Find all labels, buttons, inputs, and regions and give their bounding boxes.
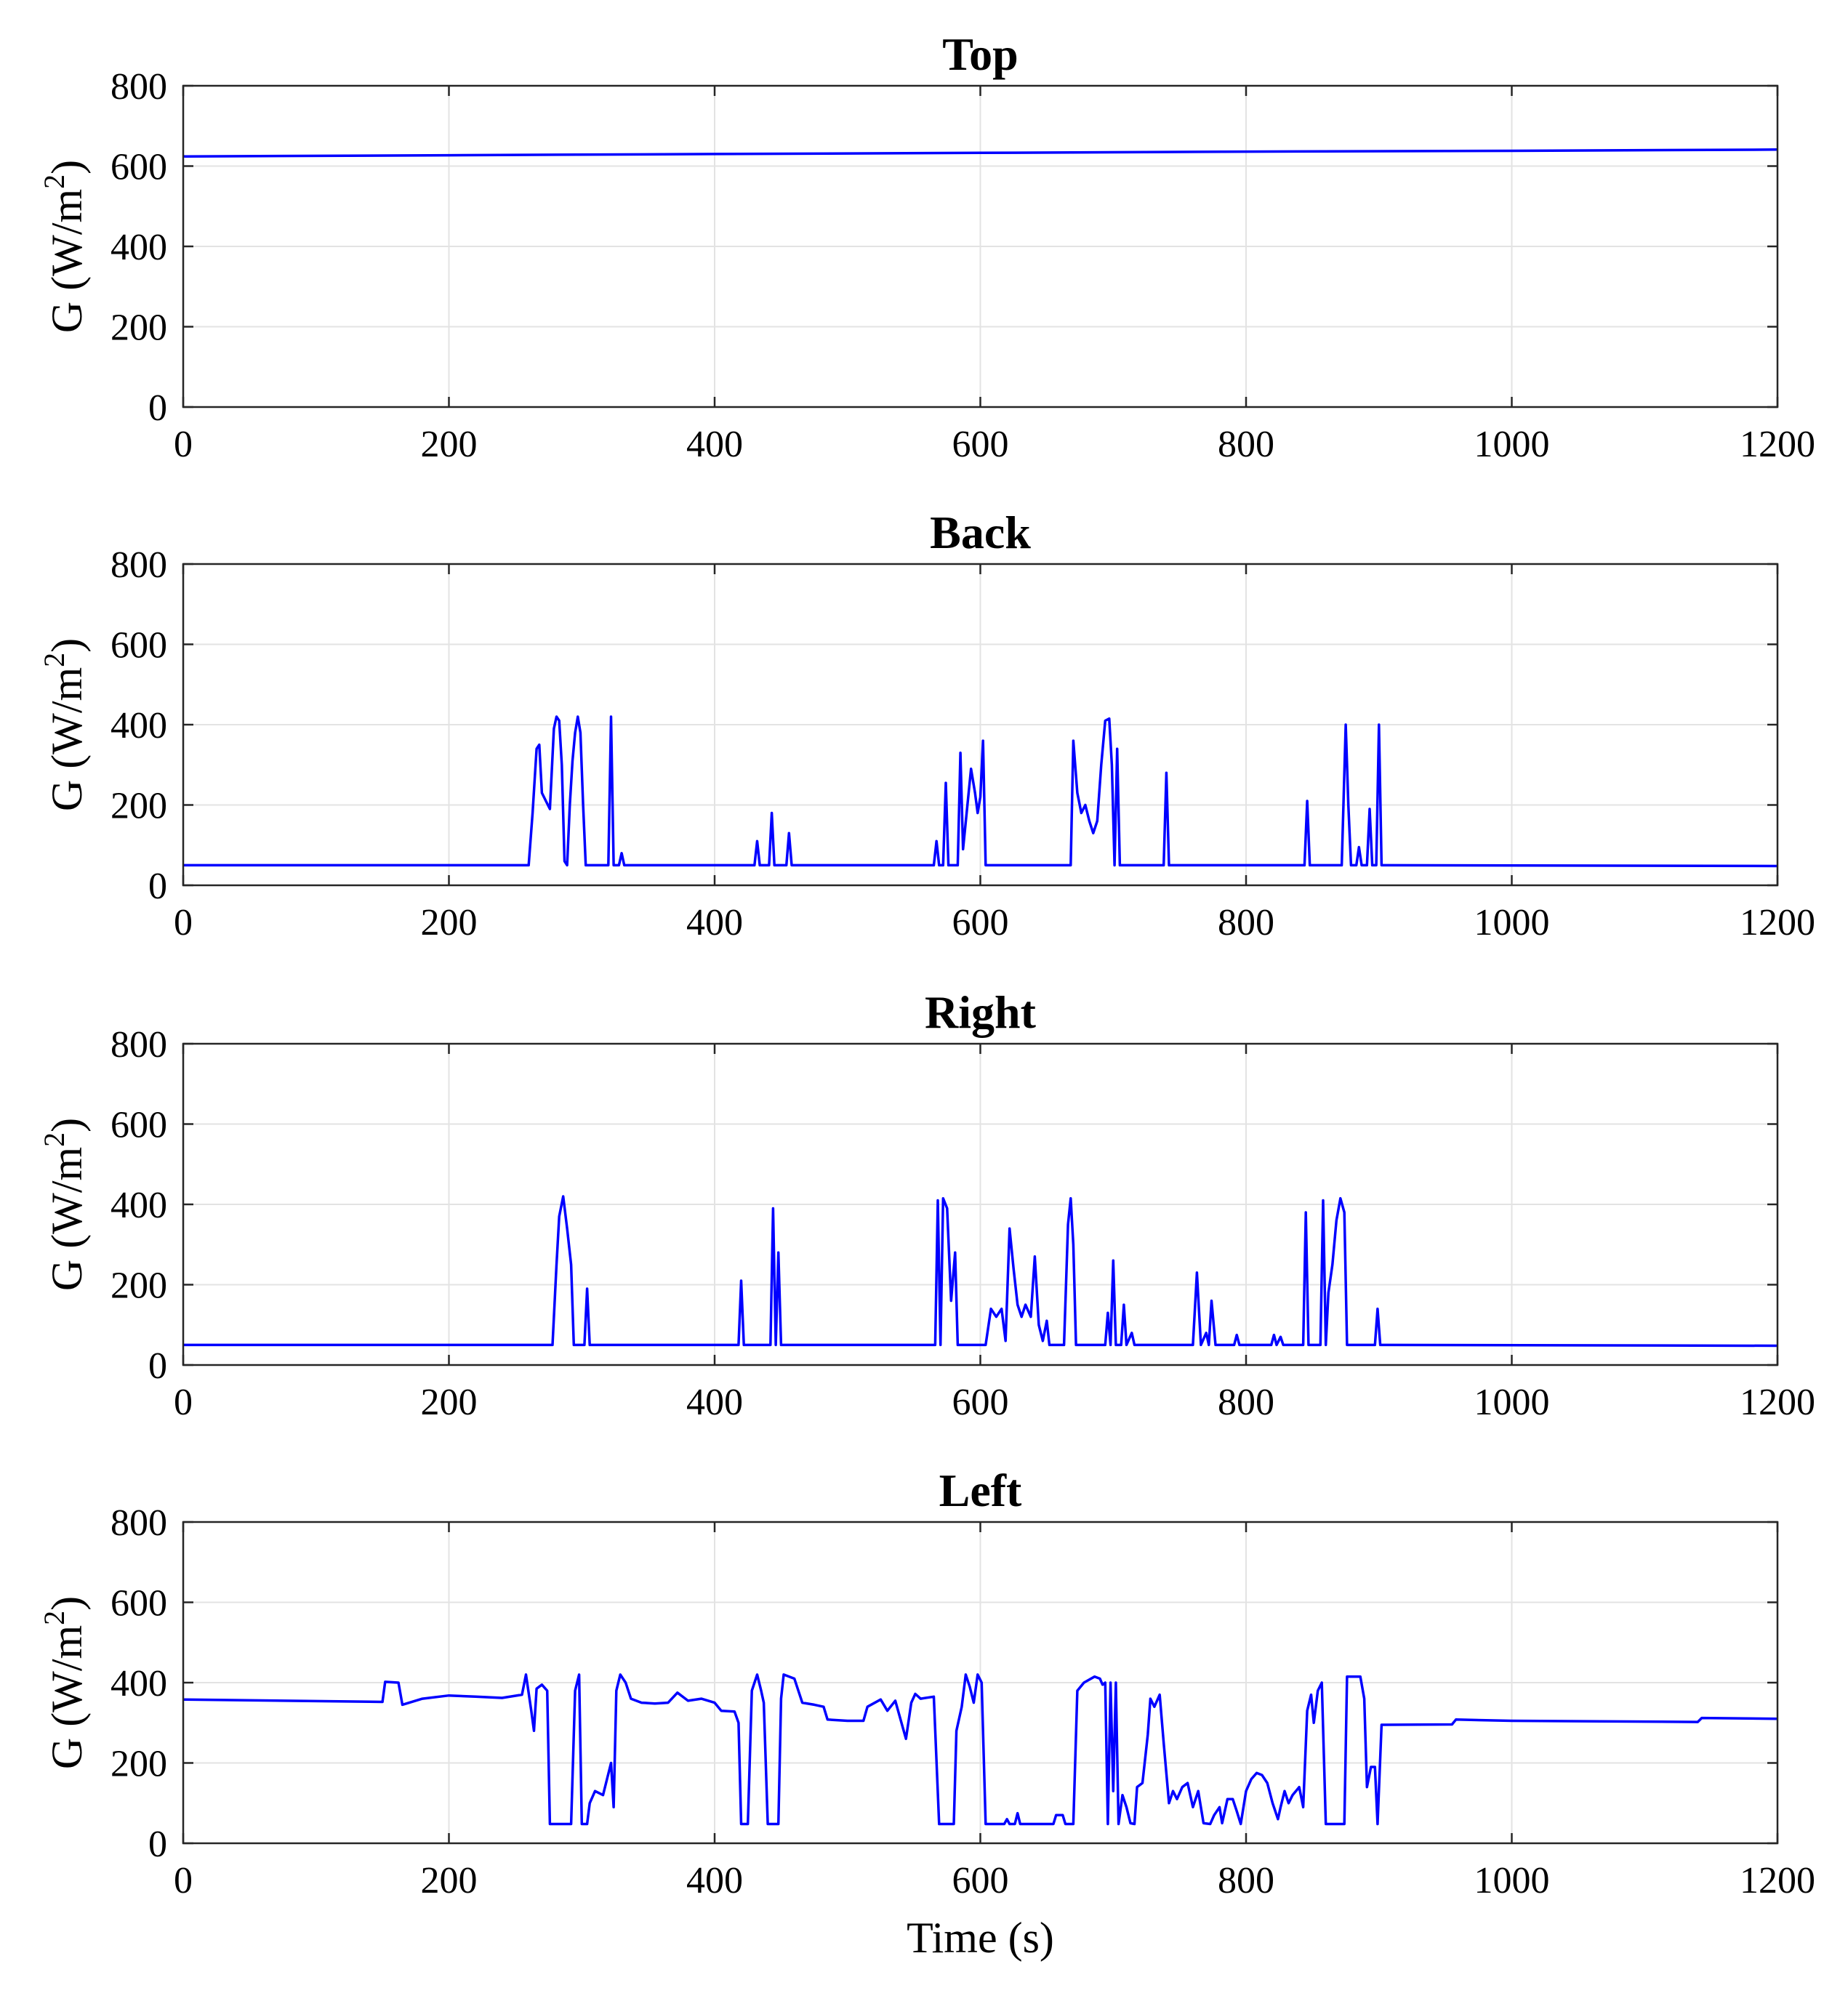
y-axis-label: G (W/m2) xyxy=(38,638,91,811)
y-tick-label: 800 xyxy=(111,1502,167,1544)
x-tick-label: 800 xyxy=(1218,1382,1274,1423)
panel-left: 0 200 400 600 800 1000 1200 0 200 400 600 800 Left G … xyxy=(38,1465,1815,1962)
x-tick-label: 1200 xyxy=(1740,902,1815,943)
y-tick-label: 200 xyxy=(111,1744,167,1785)
x-tick-label: 800 xyxy=(1218,902,1274,943)
x-tick-label: 200 xyxy=(421,1382,478,1423)
series-line-top xyxy=(182,148,1778,158)
x-tick-label: 0 xyxy=(174,424,193,465)
y-tick-label: 800 xyxy=(111,544,167,586)
x-tick-label: 1000 xyxy=(1474,1860,1550,1901)
x-tick-label: 1000 xyxy=(1474,902,1550,943)
x-tick-label: 400 xyxy=(686,1860,743,1901)
y-tick-label: 400 xyxy=(111,227,167,268)
x-tick-label: 1000 xyxy=(1474,424,1550,465)
x-tick-label: 400 xyxy=(686,424,743,465)
y-axis-label: G (W/m2) xyxy=(38,1118,91,1291)
x-tick-label: 600 xyxy=(952,1860,1009,1901)
y-tick-label: 600 xyxy=(111,147,167,188)
x-tick-label: 1200 xyxy=(1740,424,1815,465)
series-line-left xyxy=(182,1673,1778,1826)
x-tick-label: 600 xyxy=(952,1382,1009,1423)
panel-title: Top xyxy=(942,28,1018,80)
x-tick-label: 200 xyxy=(421,424,478,465)
panel-back: 0 200 400 600 800 1000 1200 0 200 400 600 800 Back G … xyxy=(38,507,1815,943)
x-tick-label: 600 xyxy=(952,424,1009,465)
series-line-right xyxy=(183,1195,1778,1348)
x-axis-label: Time (s) xyxy=(907,1914,1054,1962)
y-tick-label: 0 xyxy=(148,387,167,429)
x-tick-label: 0 xyxy=(174,1382,193,1423)
panel-title: Back xyxy=(930,507,1031,558)
x-tick-label: 0 xyxy=(174,902,193,943)
x-tick-label: 200 xyxy=(421,902,478,943)
y-tick-label: 0 xyxy=(148,1824,167,1865)
series-line-back xyxy=(183,715,1778,868)
y-tick-label: 400 xyxy=(111,1663,167,1704)
y-tick-label: 0 xyxy=(148,866,167,907)
y-tick-label: 600 xyxy=(111,1583,167,1624)
y-tick-label: 200 xyxy=(111,786,167,827)
y-tick-label: 800 xyxy=(111,1024,167,1066)
x-tick-label: 400 xyxy=(686,902,743,943)
x-tick-label: 0 xyxy=(174,1860,193,1901)
panel-top: 0 200 400 600 800 1000 1200 0 200 400 600 800 Top G (… xyxy=(38,28,1815,465)
y-axis-label: G (W/m2) xyxy=(38,1596,91,1769)
y-tick-label: 600 xyxy=(111,625,167,667)
y-tick-label: 200 xyxy=(111,307,167,349)
y-tick-label: 800 xyxy=(111,66,167,108)
x-tick-label: 600 xyxy=(952,902,1009,943)
y-tick-label: 600 xyxy=(111,1105,167,1146)
x-tick-label: 1200 xyxy=(1740,1860,1815,1901)
x-tick-label: 800 xyxy=(1218,1860,1274,1901)
x-tick-label: 800 xyxy=(1218,424,1274,465)
x-tick-label: 200 xyxy=(421,1860,478,1901)
panel-title: Right xyxy=(925,986,1037,1038)
x-tick-label: 400 xyxy=(686,1382,743,1423)
y-axis-label: G (W/m2) xyxy=(38,160,91,333)
y-tick-label: 400 xyxy=(111,1185,167,1226)
y-tick-label: 400 xyxy=(111,705,167,746)
panel-title: Left xyxy=(939,1465,1022,1516)
x-tick-label: 1200 xyxy=(1740,1382,1815,1423)
y-tick-label: 0 xyxy=(148,1345,167,1387)
panel-right: 0 200 400 600 800 1000 1200 0 200 400 600 800 Right G… xyxy=(38,986,1815,1423)
x-tick-label: 1000 xyxy=(1474,1382,1550,1423)
y-tick-label: 200 xyxy=(111,1265,167,1307)
